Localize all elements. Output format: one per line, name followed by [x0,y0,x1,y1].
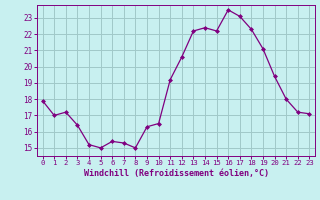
X-axis label: Windchill (Refroidissement éolien,°C): Windchill (Refroidissement éolien,°C) [84,169,268,178]
